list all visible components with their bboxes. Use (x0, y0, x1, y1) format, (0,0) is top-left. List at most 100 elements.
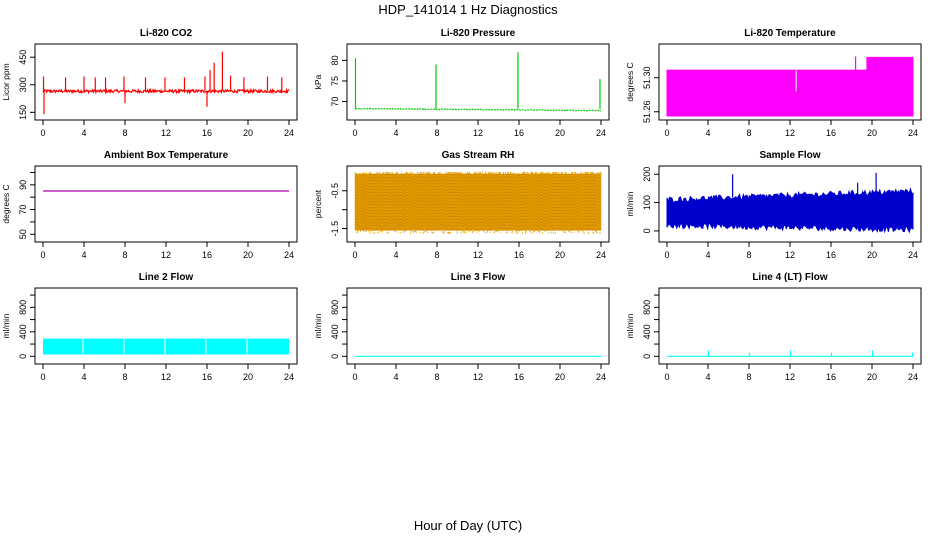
series-line (354, 107, 602, 112)
panel-title: Li-820 Pressure (441, 28, 516, 39)
x-tick-label: 4 (705, 128, 710, 138)
x-tick-label: 24 (908, 250, 918, 260)
y-tick-label: 150 (18, 105, 28, 120)
x-tick-label: 0 (352, 372, 357, 382)
data-series (666, 56, 914, 117)
x-tick-label: 16 (826, 372, 836, 382)
x-tick-label: 8 (434, 128, 439, 138)
plot-frame (346, 287, 610, 365)
panel-4: Ambient Box Temperature degrees C 0 4 8 12 16 2… (1, 150, 298, 260)
panel-6: Sample Flow ml/min 0 4 8 12 16 20 24 0 100 200 (625, 150, 922, 260)
data-series (43, 338, 289, 355)
x-tick-label: 12 (473, 128, 483, 138)
x-tick-label: 16 (202, 128, 212, 138)
y-tick-label: 400 (642, 324, 652, 339)
plot-frame (346, 43, 610, 121)
x-tick-label: 12 (785, 250, 795, 260)
panel-2: Li-820 Pressure kPa 0 4 8 12 16 20 24 70 75 80 (313, 28, 610, 138)
y-tick-label: 800 (330, 300, 340, 315)
panel-1: Li-820 CO2 Licor ppm 0 4 8 12 16 20 24 150 300 450 (1, 28, 298, 138)
x-tick-label: 4 (81, 372, 86, 382)
y-tick-label: 51.26 (642, 100, 652, 123)
series-band (43, 338, 289, 355)
panel-title: Li-820 Temperature (744, 28, 836, 39)
y-tick-label: 800 (18, 300, 28, 315)
x-tick-label: 4 (81, 250, 86, 260)
x-tick-label: 16 (202, 372, 212, 382)
panel-3: Li-820 Temperature degrees C 0 4 8 12 16 20 24 51… (625, 28, 922, 138)
x-tick-label: 24 (284, 372, 294, 382)
x-tick-label: 12 (785, 128, 795, 138)
x-tick-label: 0 (664, 128, 669, 138)
x-tick-label: 20 (243, 128, 253, 138)
x-tick-label: 12 (161, 128, 171, 138)
panel-title: Ambient Box Temperature (104, 150, 229, 161)
y-axis-label: degrees C (625, 62, 635, 101)
x-tick-label: 12 (473, 250, 483, 260)
y-axis-label: ml/min (625, 191, 635, 216)
data-series (666, 172, 914, 234)
data-series (354, 52, 602, 112)
x-tick-label: 4 (393, 250, 398, 260)
x-tick-label: 20 (243, 250, 253, 260)
y-tick-label: 0 (18, 354, 28, 359)
y-tick-label: 75 (330, 76, 340, 86)
x-tick-label: 20 (243, 372, 253, 382)
y-tick-label: 0 (642, 228, 652, 233)
x-tick-label: 12 (161, 250, 171, 260)
y-tick-label: 800 (642, 300, 652, 315)
panel-title: Line 4 (LT) Flow (752, 272, 828, 283)
x-tick-label: 8 (122, 250, 127, 260)
x-tick-label: 24 (284, 250, 294, 260)
x-tick-label: 24 (596, 128, 606, 138)
data-series (354, 171, 602, 235)
x-tick-label: 0 (40, 250, 45, 260)
x-tick-label: 4 (393, 128, 398, 138)
y-axis-label: percent (313, 189, 323, 218)
x-tick-label: 8 (434, 372, 439, 382)
panel-title: Line 2 Flow (139, 272, 194, 283)
x-tick-label: 0 (40, 128, 45, 138)
x-tick-label: 24 (908, 372, 918, 382)
data-series (667, 350, 914, 357)
x-tick-label: 20 (867, 128, 877, 138)
figure-title: HDP_141014 1 Hz Diagnostics (378, 2, 558, 17)
x-tick-label: 16 (514, 372, 524, 382)
x-tick-label: 12 (785, 372, 795, 382)
x-tick-label: 0 (40, 372, 45, 382)
x-tick-label: 24 (908, 128, 918, 138)
y-axis-label: ml/min (313, 313, 323, 338)
x-tick-label: 4 (705, 250, 710, 260)
x-tick-label: 8 (746, 250, 751, 260)
x-tick-label: 8 (122, 372, 127, 382)
y-tick-label: 0 (330, 354, 340, 359)
series-band (666, 187, 914, 234)
y-tick-label: 0 (642, 354, 652, 359)
panel-5: Gas Stream RH percent 0 4 8 12 16 20 24 -1.5 -0.5 (313, 150, 610, 260)
x-tick-label: 20 (867, 250, 877, 260)
y-axis-label: Licor ppm (1, 63, 11, 100)
x-tick-label: 8 (434, 250, 439, 260)
y-axis-label: ml/min (625, 313, 635, 338)
series-area (666, 56, 914, 117)
panel-9: Line 4 (LT) Flow ml/min 0 4 8 12 16 20 24 0 400 800 (625, 272, 922, 382)
x-tick-label: 4 (81, 128, 86, 138)
x-tick-label: 4 (393, 372, 398, 382)
y-tick-label: 50 (18, 229, 28, 239)
y-tick-label: 80 (330, 55, 340, 65)
y-axis-label: ml/min (1, 313, 11, 338)
y-tick-label: 100 (642, 195, 652, 210)
y-tick-label: -1.5 (330, 221, 340, 237)
x-tick-label: 24 (596, 372, 606, 382)
x-tick-label: 16 (826, 128, 836, 138)
x-tick-label: 16 (826, 250, 836, 260)
plot-frame (34, 165, 298, 243)
x-tick-label: 4 (705, 372, 710, 382)
x-tick-label: 20 (555, 128, 565, 138)
x-tick-label: 0 (664, 250, 669, 260)
x-tick-label: 20 (555, 250, 565, 260)
x-tick-label: 0 (352, 128, 357, 138)
series-line (42, 87, 290, 95)
y-tick-label: 51.30 (642, 66, 652, 89)
